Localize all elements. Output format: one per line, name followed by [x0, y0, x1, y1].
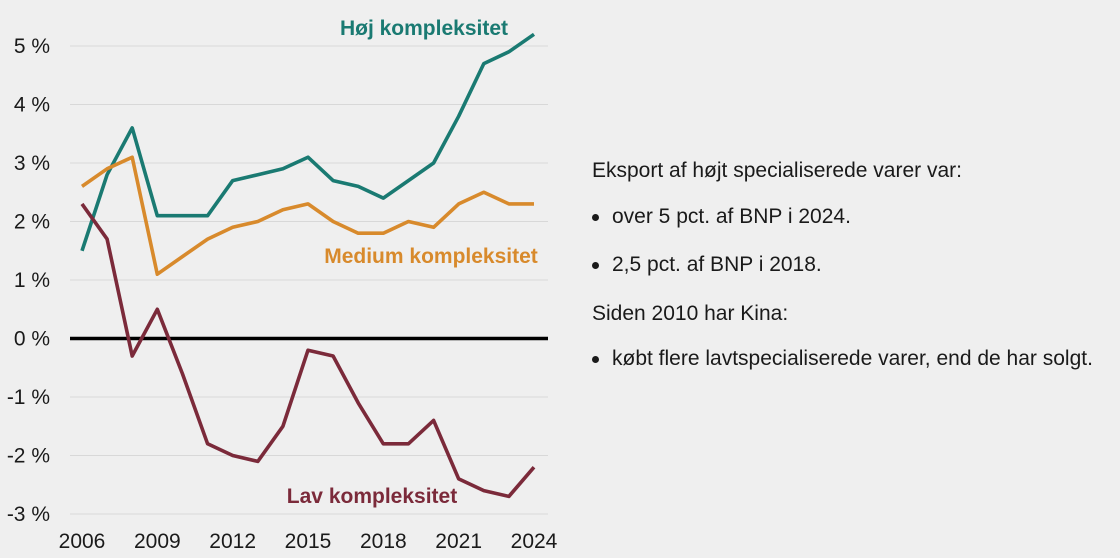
bullet-icon [592, 356, 599, 363]
summary-heading-export: Eksport af højt specialiserede varer var… [592, 159, 962, 182]
y-tick-label: 2 % [14, 211, 50, 234]
series-lines [80, 32, 536, 499]
series-line-high-complexity [80, 32, 536, 252]
summary-bullet-text: købt flere lavtspecialiserede varer, end… [612, 347, 1093, 370]
bullet-icon [592, 214, 599, 221]
series-label-low-complexity: Lav kompleksitet [287, 485, 457, 508]
summary-panel: Eksport af højt specialiserede varer var… [592, 0, 1112, 558]
y-tick-label: -3 % [7, 503, 50, 526]
y-tick-label: 4 % [14, 94, 50, 117]
x-tick-label: 2024 [511, 530, 558, 553]
summary-bullet-item: 2,5 pct. af BNP i 2018. [592, 253, 1112, 277]
bullet-icon [592, 262, 599, 269]
y-tick-label: 1 % [14, 269, 50, 292]
x-tick-label: 2021 [435, 530, 482, 553]
x-tick-label: 2009 [134, 530, 181, 553]
y-tick-label: 0 % [14, 328, 50, 351]
series-label-high-complexity: Høj kompleksitet [340, 17, 508, 40]
line-chart: -3 % -2 % -1 % 0 % 1 % 2 % 3 % 4 % 5 % 2006 2009 20… [7, 17, 558, 553]
y-tick-label: -1 % [7, 386, 50, 409]
y-tick-label: 3 % [14, 152, 50, 175]
x-tick-label: 2015 [285, 530, 332, 553]
summary-bullet-text: 2,5 pct. af BNP i 2018. [612, 253, 822, 276]
summary-bullet-text: over 5 pct. af BNP i 2024. [612, 205, 851, 228]
series-label-medium-complexity: Medium kompleksitet [324, 245, 538, 268]
series-line-low-complexity [80, 202, 536, 499]
y-tick-label: -2 % [7, 445, 50, 468]
summary-heading-china: Siden 2010 har Kina: [592, 302, 789, 325]
summary-bullet-item: købt flere lavtspecialiserede varer, end… [592, 347, 1112, 371]
x-tick-label: 2006 [59, 530, 106, 553]
x-tick-label: 2012 [209, 530, 256, 553]
summary-bullet-item: over 5 pct. af BNP i 2024. [592, 205, 1112, 229]
x-tick-label: 2018 [360, 530, 407, 553]
series-line-medium-complexity [80, 155, 534, 276]
gridlines [70, 45, 548, 515]
axes: -3 % -2 % -1 % 0 % 1 % 2 % 3 % 4 % 5 % 2006 2009 20… [7, 35, 558, 553]
y-tick-label: 5 % [14, 35, 50, 58]
